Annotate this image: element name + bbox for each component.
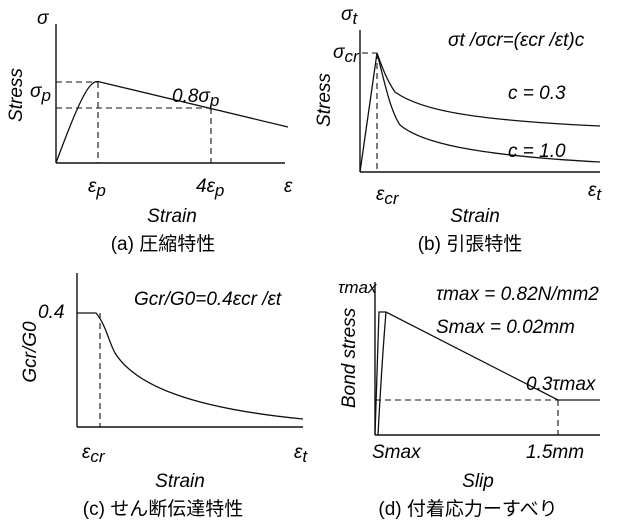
panel-d-caption: (d) 付着応力ーすべり bbox=[378, 498, 557, 520]
panel-d-x-label: Slip bbox=[462, 471, 494, 492]
panel-d-unload bbox=[377, 311, 387, 436]
panel-c-x-peak-label: εcr bbox=[82, 442, 106, 466]
panel-d-tau-max-text: τmax = 0.82N/mm2 bbox=[436, 284, 599, 305]
panel-d-residual-label: 0.3τmax bbox=[526, 374, 597, 395]
panel-b-rise bbox=[359, 52, 378, 173]
panel-b-x-symbol: εt bbox=[588, 180, 602, 204]
panel-b-x-label: Strain bbox=[450, 206, 500, 227]
panel-a-x-symbol: ε bbox=[284, 176, 293, 197]
panel-a-peak-label: σp bbox=[30, 81, 51, 105]
panel-b-y-symbol: σt bbox=[341, 4, 358, 28]
panel-c-y-label: Gcr/G0 bbox=[20, 321, 41, 383]
panel-a-residual-label: 0.8σp bbox=[172, 86, 219, 110]
panel-b-curve1-label: c = 0.3 bbox=[508, 83, 566, 104]
panel-d-y-label: Bond stress bbox=[339, 307, 360, 408]
panel-c-caption: (c) せん断伝達特性 bbox=[83, 498, 243, 520]
panel-a-y-symbol: σ bbox=[37, 8, 50, 29]
panel-b-peak-label: σcr bbox=[333, 42, 360, 66]
panel-c-x-symbol: εt bbox=[294, 442, 308, 466]
panel-b-curve2-label: c = 1.0 bbox=[508, 141, 566, 162]
panel-a-caption: (a) 圧縮特性 bbox=[111, 233, 216, 255]
panel-d-y-symbol: τmax bbox=[338, 278, 377, 297]
panel-b-y-label: Stress bbox=[314, 73, 335, 127]
panel-d-x-smax: Smax bbox=[372, 442, 422, 463]
panel-b-curve-c03 bbox=[376, 52, 601, 127]
panel-a-x-label: Strain bbox=[147, 206, 197, 227]
panel-c-formula: Gcr/G0=0.4εcr /εt bbox=[134, 289, 282, 310]
panel-d-x-end: 1.5mm bbox=[526, 442, 584, 463]
panel-c-curve bbox=[77, 312, 304, 420]
panel-b-x-peak-label: εcr bbox=[376, 184, 400, 208]
panel-d-s-max-text: Smax = 0.02mm bbox=[436, 317, 575, 338]
panel-d: Bond stress τmax τmax = 0.82N/mm2 Smax =… bbox=[338, 278, 600, 520]
panel-c: Gcr/G0 0.4 Gcr/G0=0.4εcr /εt εcr εt Stra… bbox=[20, 273, 308, 520]
panel-b-formula: σt /σcr=(εcr /εt)c bbox=[448, 30, 585, 51]
panel-a-x-peak-label: εp bbox=[88, 176, 106, 200]
panel-a-x-four-label: 4εp bbox=[196, 176, 224, 200]
panel-c-x-label: Strain bbox=[155, 471, 205, 492]
panel-b-curve-c10 bbox=[376, 52, 601, 163]
panel-c-peak-value: 0.4 bbox=[38, 302, 64, 323]
panel-a-y-label: Stress bbox=[6, 68, 27, 122]
panel-b: σt σt /σcr=(εcr /εt)c Stress σcr c = 0.3… bbox=[314, 4, 602, 255]
panel-b-caption: (b) 引張特性 bbox=[418, 233, 523, 255]
panel-a: σ Stress σp 0.8σp εp 4εp ε Strain (a) 圧縮… bbox=[6, 8, 293, 255]
